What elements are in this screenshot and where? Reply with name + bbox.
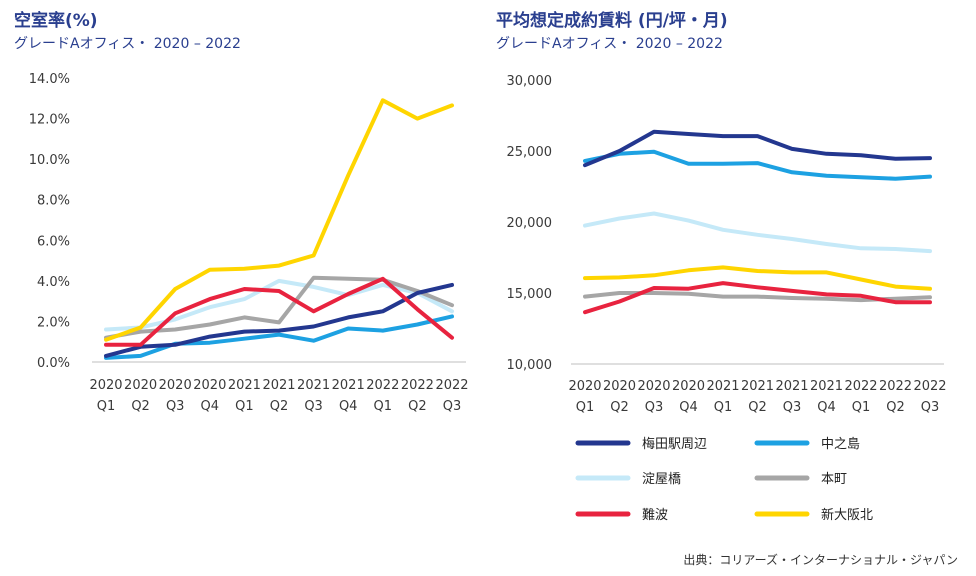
legend-label: 淀屋橋 [642,472,681,487]
legend-label: 中之島 [821,437,860,452]
vacancy-series-line-中之島 [104,314,454,360]
rent-x-tick-quarter: Q3 [783,400,802,415]
rent-y-tick-label: 30,000 [507,74,553,89]
vacancy-series-lines [104,98,454,360]
vacancy-y-tick-label: 6.0% [37,234,70,249]
vacancy-x-tick-year: 2022 [366,378,399,393]
vacancy-x-tick-year: 2021 [297,378,330,393]
vacancy-x-tick-quarter: Q2 [408,399,427,414]
source-note: 出典：コリアーズ・インターナショナル・ジャパン [683,552,958,567]
vacancy-y-tick-label: 10.0% [29,153,70,168]
vacancy-x-tick-quarter: Q3 [166,399,185,414]
rent-x-tick-quarter: Q3 [921,400,940,415]
vacancy-y-tick-labels: 0.0% 2.0% 4.0% 6.0% 8.0% 10.0% 12.0% 14.0% [29,72,70,371]
vacancy-y-tick-label: 12.0% [29,113,70,128]
rent-chart-subtitle: グレードAオフィス・ 2020 – 2022 [496,36,723,52]
rent-x-tick-year: 2022 [879,379,912,394]
legend-label: 新大阪北 [821,507,873,523]
vacancy-y-tick-label: 4.0% [37,275,70,290]
legend-item: 梅田駅周辺 [575,437,707,452]
vacancy-x-tick-quarter: Q1 [374,399,393,414]
vacancy-y-tick-label: 14.0% [29,72,70,87]
vacancy-x-tick-year: 2022 [401,378,434,393]
rent-series-line-難波 [583,281,932,315]
vacancy-series-line-本町 [104,275,454,340]
vacancy-y-tick-label: 2.0% [37,315,70,330]
legend-item: 中之島 [754,437,860,452]
legend-item: 本町 [754,472,847,487]
vacancy-x-tick-quarter: Q2 [131,399,150,414]
rent-series-lines [583,129,932,315]
vacancy-series-line-新大阪北 [104,98,454,342]
vacancy-x-tick-year: 2021 [332,378,365,393]
rent-y-tick-label: 15,000 [507,287,553,302]
vacancy-x-tick-quarter: Q4 [339,399,358,414]
rent-series-line-中之島 [583,149,932,181]
vacancy-x-tick-year: 2020 [89,378,122,393]
rent-y-tick-label: 25,000 [507,145,553,160]
legend-label: 梅田駅周辺 [642,437,707,452]
vacancy-x-tick-year: 2020 [159,378,192,393]
rent-x-tick-quarter: Q1 [714,400,733,415]
vacancy-x-tick-year: 2021 [228,378,261,393]
rent-chart-title: 平均想定成約賃料 (円/坪・月) [496,10,728,31]
legend-item: 難波 [575,508,668,523]
rent-x-tick-year: 2020 [637,379,670,394]
vacancy-x-tick-quarter: Q4 [201,399,220,414]
vacancy-x-tick-quarter: Q1 [235,399,254,414]
rent-series-line-梅田駅周辺 [583,129,932,168]
vacancy-chart: 空室率(%) グレードAオフィス・ 2020 – 2022 0.0% 2.0% 4.… [14,10,469,414]
rent-x-tick-quarter: Q4 [817,400,836,415]
rent-x-tick-year: 2022 [844,379,877,394]
legend-label: 本町 [821,472,847,487]
rent-series-line-新大阪北 [583,265,932,291]
rent-x-tick-year: 2021 [775,379,808,394]
vacancy-x-tick-year: 2022 [435,378,468,393]
rent-x-tick-year: 2021 [706,379,739,394]
rent-x-tick-quarter: Q2 [886,400,905,415]
rent-x-tick-quarter: Q4 [679,400,698,415]
vacancy-x-tick-labels: 2020 Q1 2020 Q2 2020 Q3 2020 Q4 2021 Q1 2021 Q2 2021… [89,378,468,414]
vacancy-chart-title: 空室率(%) [14,10,98,31]
vacancy-chart-subtitle: グレードAオフィス・ 2020 – 2022 [14,36,241,52]
vacancy-x-tick-year: 2020 [193,378,226,393]
rent-x-tick-year: 2022 [913,379,946,394]
legend-label: 難波 [642,508,668,523]
vacancy-series-line-梅田駅周辺 [104,282,454,358]
vacancy-series-line-難波 [104,276,454,347]
rent-x-tick-year: 2020 [603,379,636,394]
rent-chart: 平均想定成約賃料 (円/坪・月) グレードAオフィス・ 2020 – 2022 … [496,10,947,415]
rent-y-tick-label: 20,000 [507,216,553,231]
vacancy-y-tick-label: 0.0% [37,356,70,371]
legend-item: 新大阪北 [754,507,873,523]
rent-x-tick-labels: 2020 Q1 2020 Q2 2020 Q3 2020 Q4 2021 Q1 2021 Q2 2021… [568,379,946,415]
rent-x-tick-year: 2020 [568,379,601,394]
rent-x-tick-quarter: Q1 [576,400,595,415]
rent-x-tick-quarter: Q2 [610,400,629,415]
vacancy-x-tick-year: 2020 [124,378,157,393]
vacancy-x-tick-quarter: Q1 [97,399,116,414]
rent-x-tick-year: 2020 [672,379,705,394]
vacancy-x-tick-quarter: Q3 [304,399,323,414]
rent-y-tick-label: 10,000 [507,358,553,373]
vacancy-y-tick-label: 8.0% [37,194,70,209]
vacancy-x-tick-quarter: Q2 [270,399,289,414]
vacancy-x-tick-quarter: Q3 [443,399,462,414]
legend-item: 淀屋橋 [575,472,681,487]
rent-x-tick-quarter: Q3 [645,400,664,415]
vacancy-x-tick-year: 2021 [262,378,295,393]
rent-x-tick-year: 2021 [741,379,774,394]
rent-x-tick-year: 2021 [810,379,843,394]
rent-x-tick-quarter: Q1 [852,400,871,415]
rent-x-tick-quarter: Q2 [748,400,767,415]
rent-series-line-淀屋橋 [583,211,932,254]
rent-y-tick-labels: 10,000 15,000 20,000 25,000 30,000 [507,74,553,373]
